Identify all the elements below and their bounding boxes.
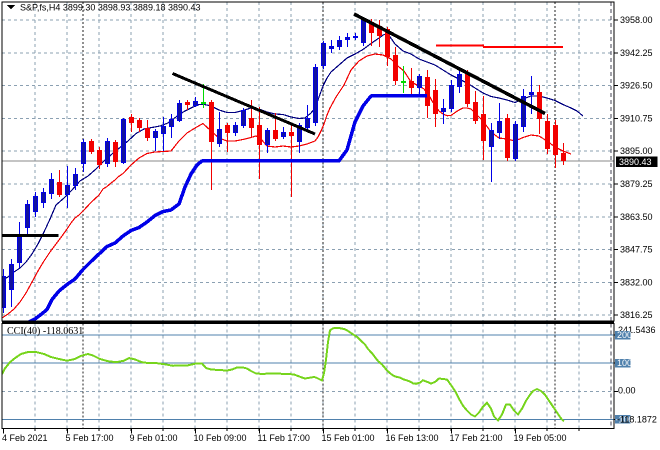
svg-text:17 Feb 21:00: 17 Feb 21:00 bbox=[450, 433, 503, 443]
svg-text:-118.1872: -118.1872 bbox=[617, 415, 657, 425]
svg-text:3816.25: 3816.25 bbox=[620, 310, 653, 320]
svg-text:3847.75: 3847.75 bbox=[620, 245, 653, 255]
svg-text:S&P,fs,H4 3899.30 3898.93 388: S&P,fs,H4 3899.30 3898.93 3889.18 3890.4… bbox=[20, 3, 201, 13]
svg-text:3890.43: 3890.43 bbox=[619, 157, 652, 167]
svg-text:9 Feb 01:00: 9 Feb 01:00 bbox=[130, 433, 178, 443]
svg-text:200: 200 bbox=[617, 330, 632, 340]
svg-text:241.5436: 241.5436 bbox=[618, 325, 656, 335]
svg-text:5 Feb 17:00: 5 Feb 17:00 bbox=[66, 433, 114, 443]
svg-text:19 Feb 05:00: 19 Feb 05:00 bbox=[514, 433, 567, 443]
svg-text:3895.00: 3895.00 bbox=[620, 146, 653, 156]
svg-text:16 Feb 13:00: 16 Feb 13:00 bbox=[386, 433, 439, 443]
svg-text:3863.50: 3863.50 bbox=[620, 212, 653, 222]
svg-text:10 Feb 09:00: 10 Feb 09:00 bbox=[194, 433, 247, 443]
svg-text:3958.00: 3958.00 bbox=[620, 15, 653, 25]
svg-text:3879.25: 3879.25 bbox=[620, 179, 653, 189]
svg-text:-100: -100 bbox=[616, 414, 634, 424]
svg-text:CCI(40) -118.0631: CCI(40) -118.0631 bbox=[7, 326, 83, 337]
svg-text:100: 100 bbox=[617, 358, 632, 368]
svg-text:0.00: 0.00 bbox=[618, 386, 636, 396]
svg-text:15 Feb 01:00: 15 Feb 01:00 bbox=[322, 433, 375, 443]
svg-text:3910.75: 3910.75 bbox=[620, 113, 653, 123]
svg-text:3926.50: 3926.50 bbox=[620, 81, 653, 91]
svg-text:11 Feb 17:00: 11 Feb 17:00 bbox=[258, 433, 310, 443]
svg-text:4 Feb 2021: 4 Feb 2021 bbox=[2, 433, 48, 443]
svg-text:3942.25: 3942.25 bbox=[620, 48, 653, 58]
svg-text:3832.00: 3832.00 bbox=[620, 277, 653, 287]
